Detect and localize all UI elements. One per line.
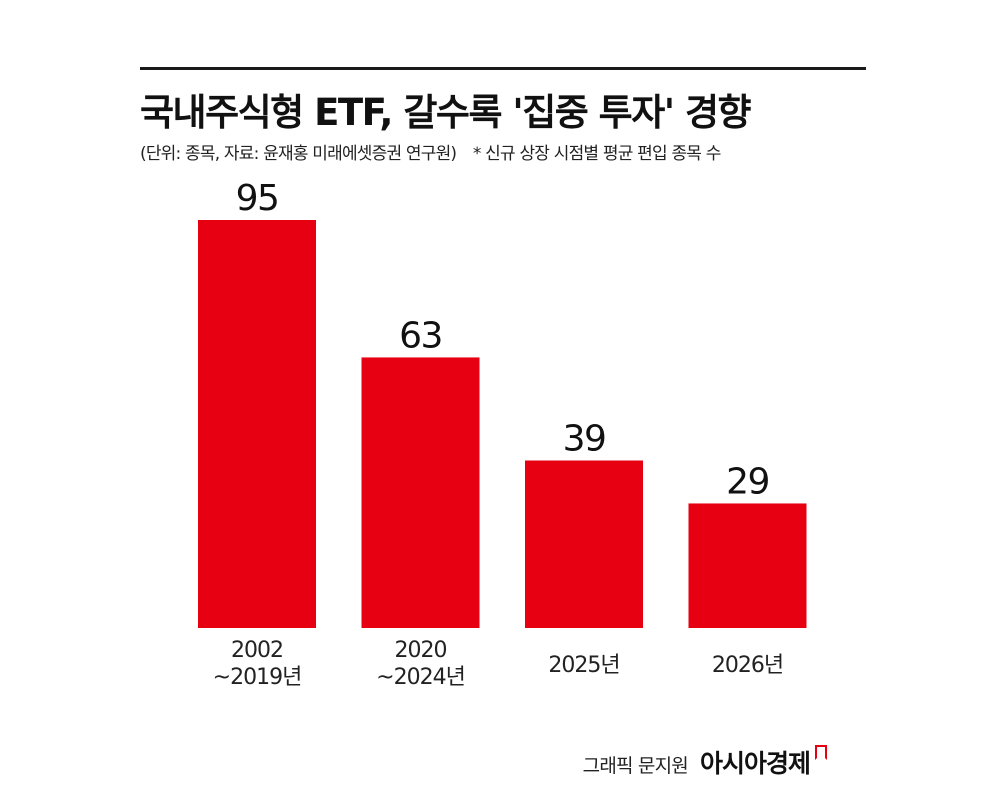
data-label-1: 95 — [236, 178, 279, 219]
data-label-2: 63 — [399, 315, 442, 356]
graphic-credit: 그래픽 문지원 — [582, 755, 689, 777]
top-rule — [140, 67, 866, 70]
chart-subtitle: (단위: 종목, 자료: 윤재홍 미래에셋증권 연구원) * 신규 상장 시점별… — [140, 139, 721, 164]
x-tick-label-3-1: 2025년 — [548, 653, 619, 678]
x-tick-label-2-1: 2020 — [395, 638, 447, 663]
x-tick-label-4-1: 2026년 — [712, 653, 783, 678]
chart-title: 국내주식형 ETF, 갈수록 '집중 투자' 경향 — [140, 91, 752, 134]
bar-4 — [688, 503, 807, 628]
brand-logo: 아시아경제 — [699, 749, 811, 778]
x-tick-label-2-2: ~2024년 — [376, 665, 465, 690]
footnote-label: * 신규 상장 시점별 평균 편입 종목 수 — [472, 144, 721, 164]
x-tick-label-1-2: ~2019년 — [213, 665, 302, 690]
x-tick-label-1-1: 2002 — [231, 638, 283, 663]
brand-mark-icon — [815, 745, 827, 760]
data-label-4: 29 — [726, 461, 769, 502]
unit-source-label: (단위: 종목, 자료: 윤재홍 미래에셋증권 연구원) — [140, 144, 457, 164]
bar-3 — [525, 460, 643, 628]
bar-2 — [361, 357, 480, 628]
data-label-3: 39 — [563, 419, 606, 460]
credit: 그래픽 문지원 아시아경제 — [583, 744, 827, 780]
bar-1 — [198, 220, 316, 628]
